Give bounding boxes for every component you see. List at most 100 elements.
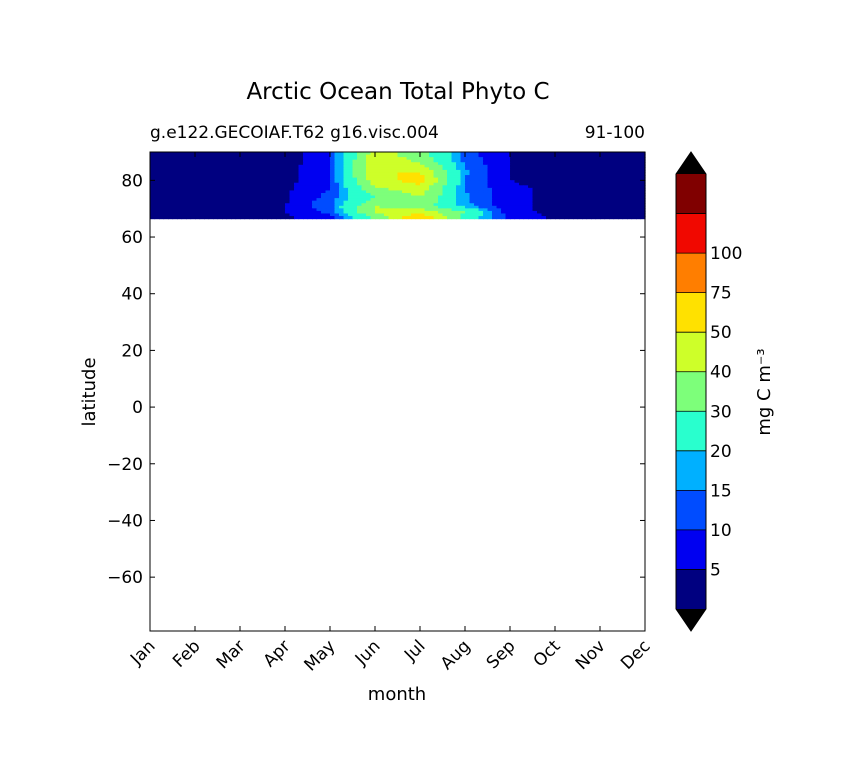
contour-cell xyxy=(600,192,606,197)
contour-cell xyxy=(510,172,516,176)
contour-cell xyxy=(411,190,417,194)
contour-cell xyxy=(343,198,349,202)
contour-cell xyxy=(208,175,214,179)
contour-cell xyxy=(199,159,205,163)
x-tick-label: Sep xyxy=(483,636,520,673)
contour-cell xyxy=(487,162,493,166)
contour-cell xyxy=(168,182,174,186)
contour-cell xyxy=(321,167,327,171)
contour-cell xyxy=(483,192,489,197)
contour-cell xyxy=(519,180,525,184)
contour-cell xyxy=(505,162,511,166)
contour-cell xyxy=(321,187,327,192)
contour-cell xyxy=(474,208,480,212)
colorbar-tick-label: 20 xyxy=(710,442,732,462)
contour-cell xyxy=(568,177,574,181)
contour-cell xyxy=(384,157,390,161)
contour-cell xyxy=(348,213,354,217)
contour-cell xyxy=(514,152,520,156)
contour-cell xyxy=(294,213,300,217)
contour-cell xyxy=(559,187,565,192)
contour-cell xyxy=(321,169,327,174)
contour-cell xyxy=(352,167,358,171)
contour-cell xyxy=(564,190,570,194)
contour-cell xyxy=(528,205,534,209)
contour-cell xyxy=(352,172,358,176)
contour-cell xyxy=(429,190,435,194)
contour-cell xyxy=(361,157,367,161)
contour-cell xyxy=(492,190,498,194)
contour-cell xyxy=(586,180,592,184)
contour-cell xyxy=(159,210,165,215)
contour-cell xyxy=(586,169,592,174)
contour-cell xyxy=(492,172,498,176)
contour-cell xyxy=(478,169,484,174)
contour-cell xyxy=(496,177,502,181)
contour-cell xyxy=(429,216,435,220)
contour-cell xyxy=(406,167,412,171)
contour-cell xyxy=(199,167,205,171)
contour-cell xyxy=(604,159,610,163)
contour-cell xyxy=(348,169,354,174)
contour-cell xyxy=(226,210,232,215)
contour-cell xyxy=(456,157,462,161)
contour-cell xyxy=(573,190,579,194)
contour-cell xyxy=(564,177,570,181)
contour-cell xyxy=(505,177,511,181)
contour-cell xyxy=(433,216,439,220)
contour-cell xyxy=(447,195,453,199)
contour-cell xyxy=(289,213,295,217)
contour-cell xyxy=(258,203,264,207)
contour-cell xyxy=(231,210,237,215)
contour-cell xyxy=(262,213,268,217)
contour-cell xyxy=(154,177,160,181)
contour-cell xyxy=(438,164,444,168)
contour-cell xyxy=(451,198,457,202)
contour-cell xyxy=(276,177,282,181)
contour-cell xyxy=(294,169,300,174)
contour-cell xyxy=(150,200,156,204)
contour-cell xyxy=(514,177,520,181)
contour-cell xyxy=(343,213,349,217)
contour-cell xyxy=(231,152,237,156)
contour-cell xyxy=(199,216,205,220)
contour-cell xyxy=(280,208,286,212)
contour-cell xyxy=(631,190,637,194)
contour-cell xyxy=(258,162,264,166)
contour-cell xyxy=(177,180,183,184)
contour-cell xyxy=(406,195,412,199)
contour-cell xyxy=(334,169,340,174)
contour-cell xyxy=(406,159,412,163)
contour-cell xyxy=(348,182,354,186)
contour-cell xyxy=(505,167,511,171)
contour-cell xyxy=(465,208,471,212)
contour-cell xyxy=(186,210,192,215)
contour-cell xyxy=(325,154,331,158)
contour-cell xyxy=(469,205,475,209)
contour-cell xyxy=(519,205,525,209)
contour-cell xyxy=(627,175,633,179)
contour-cell xyxy=(577,154,583,158)
contour-cell xyxy=(595,167,601,171)
contour-cell xyxy=(469,187,475,192)
contour-cell xyxy=(411,152,417,156)
contour-cell xyxy=(519,216,525,220)
contour-cell xyxy=(280,167,286,171)
contour-cell xyxy=(568,167,574,171)
contour-cell xyxy=(393,159,399,163)
contour-cell xyxy=(186,162,192,166)
contour-cell xyxy=(204,157,210,161)
contour-cell xyxy=(312,190,318,194)
contour-cell xyxy=(190,200,196,204)
contour-cell xyxy=(375,167,381,171)
contour-cell xyxy=(586,205,592,209)
contour-cell xyxy=(294,195,300,199)
contour-cell xyxy=(352,169,358,174)
contour-cell xyxy=(564,172,570,176)
contour-cell xyxy=(460,210,466,215)
contour-cell xyxy=(325,180,331,184)
contour-cell xyxy=(496,159,502,163)
contour-cell xyxy=(478,177,484,181)
contour-cell xyxy=(208,198,214,202)
contour-cell xyxy=(366,208,372,212)
